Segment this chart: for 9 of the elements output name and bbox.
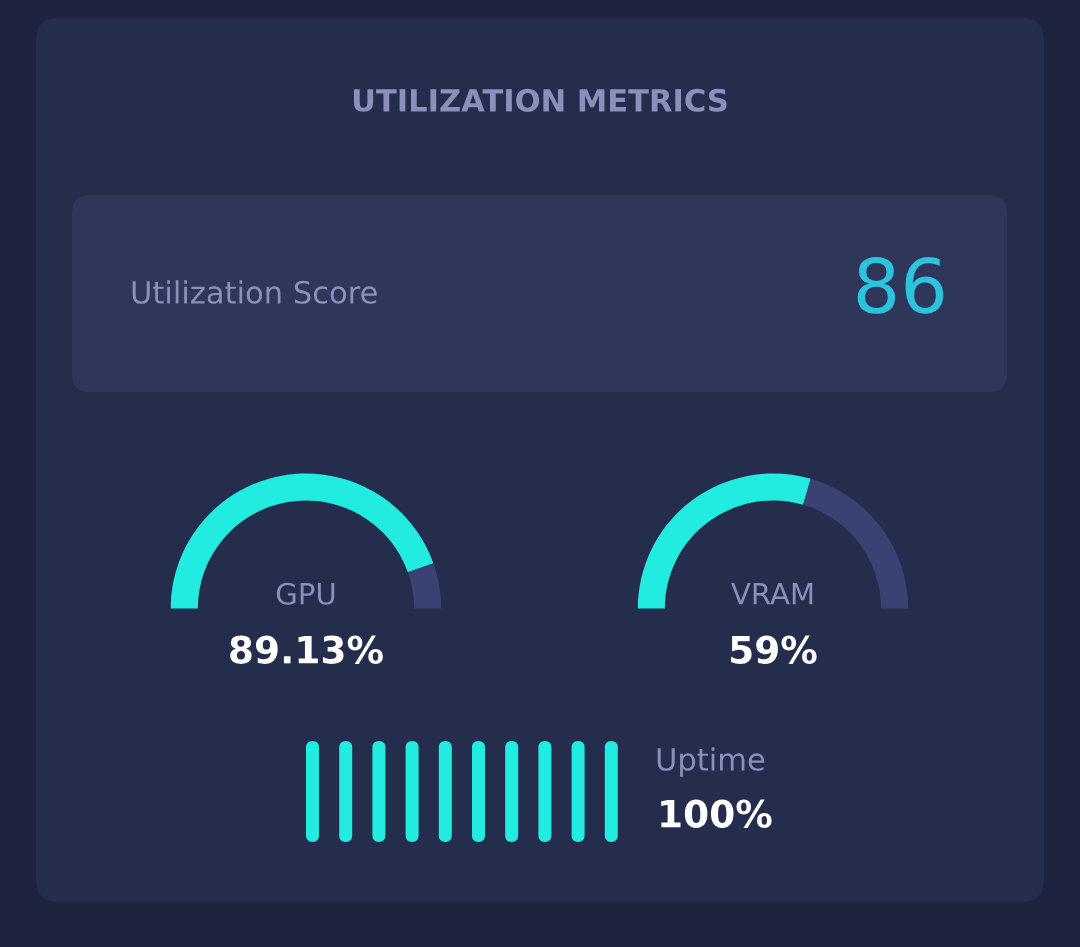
text: 86 xyxy=(857,257,944,314)
slice-label: VRAM xyxy=(731,583,813,605)
slice-label: GPU xyxy=(276,582,335,605)
data-label: 59% xyxy=(731,635,817,664)
data-label: 89.13% xyxy=(230,635,383,664)
text: 100% xyxy=(661,799,772,828)
text: UTILIZATION METRICS xyxy=(353,88,727,112)
text: Uptime xyxy=(657,747,765,777)
text: Utilization Score xyxy=(132,280,377,304)
